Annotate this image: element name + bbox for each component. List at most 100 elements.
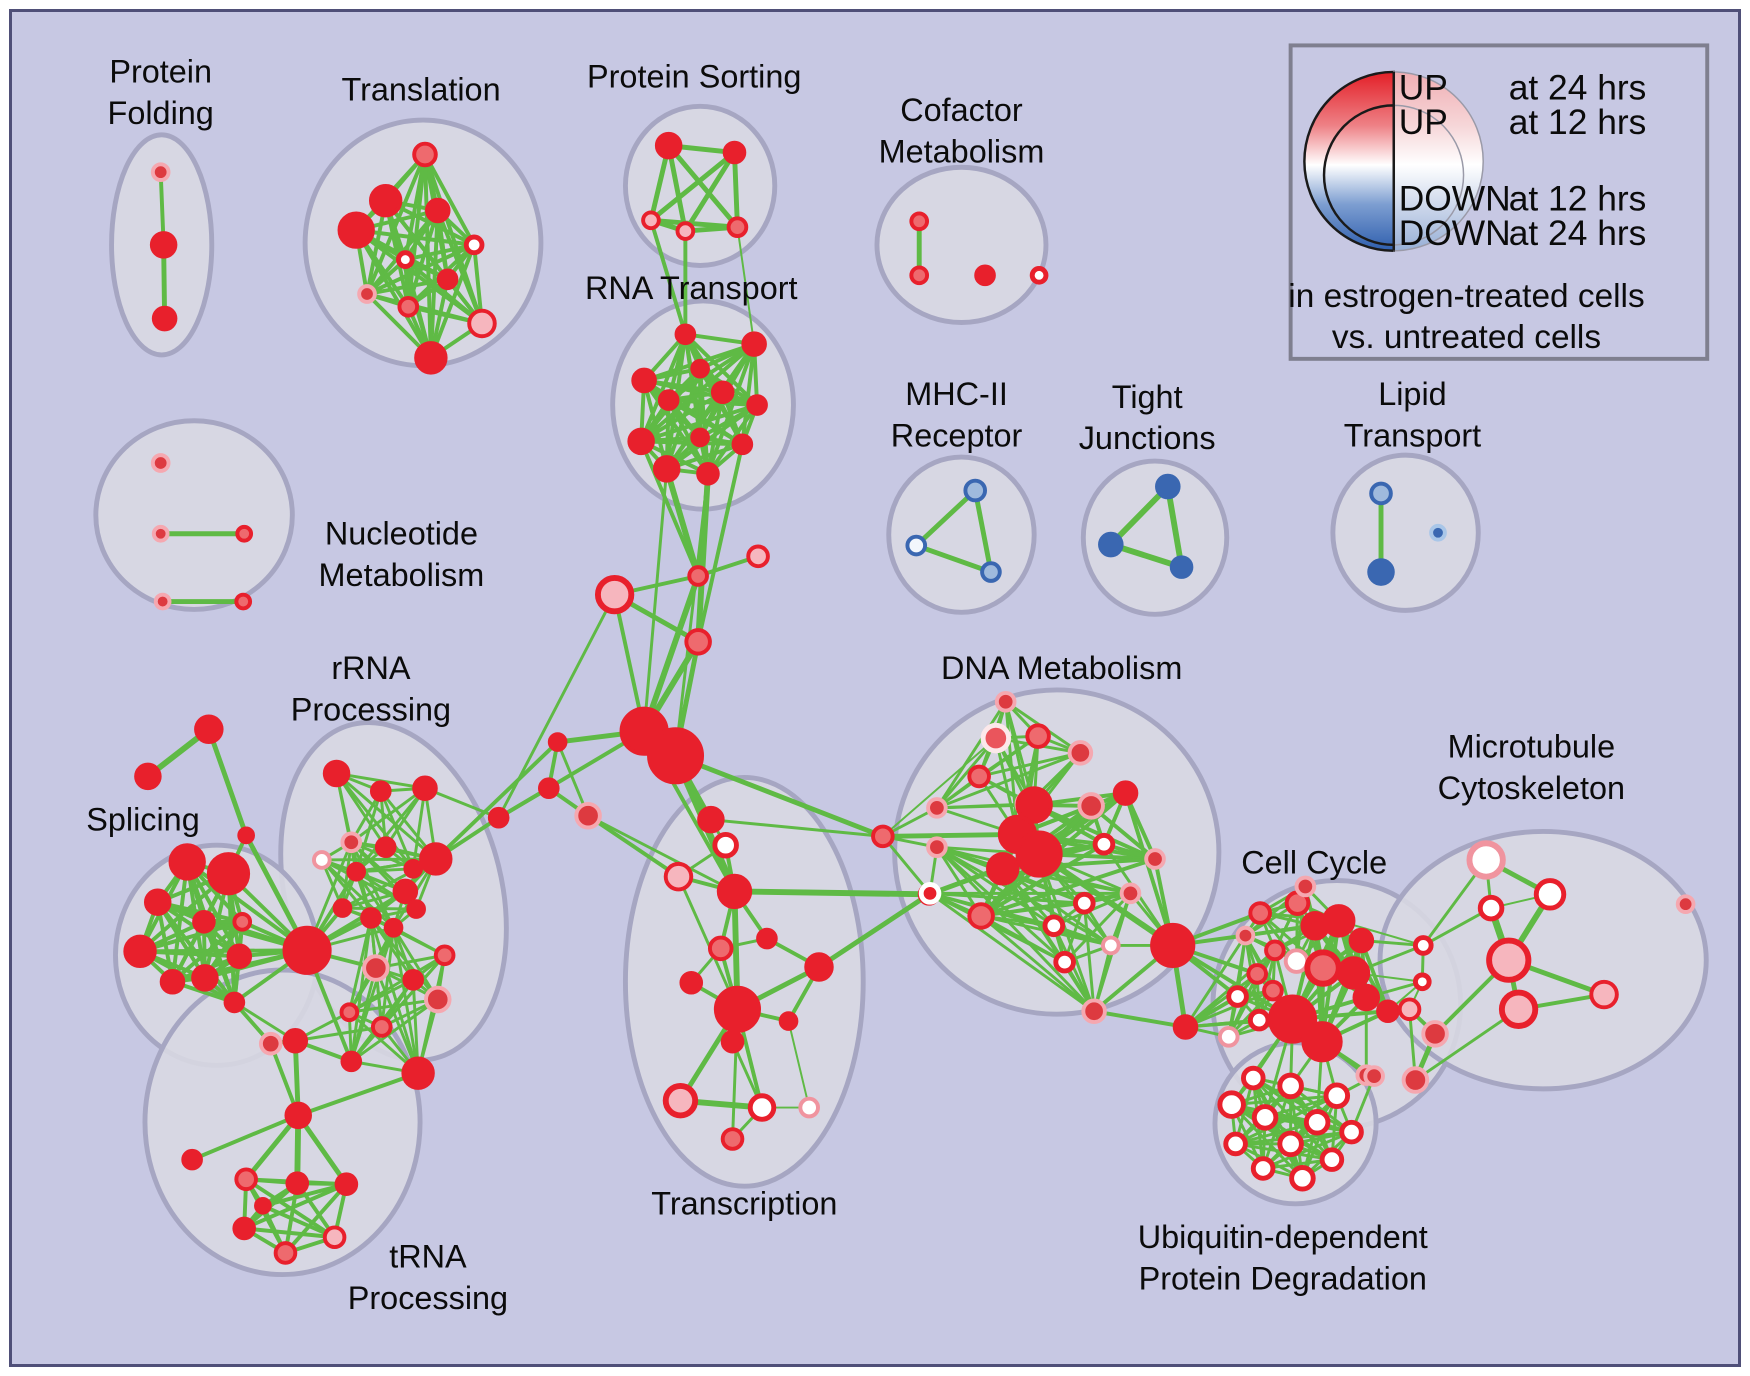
edge-tn4-tn7 bbox=[295, 1112, 349, 1187]
node-mt6 bbox=[1412, 972, 1432, 992]
node-dn13 bbox=[1144, 848, 1166, 870]
edge-tl1-tl8 bbox=[365, 152, 427, 296]
edge-sp1-sp7 bbox=[170, 859, 190, 984]
node-cc22 bbox=[1235, 925, 1256, 946]
edge-tx10-tx14 bbox=[787, 1020, 811, 1109]
node-sph bbox=[282, 925, 332, 975]
cluster-label-lipid-transport-1: Transport bbox=[1344, 417, 1481, 453]
node-k2 bbox=[746, 544, 770, 569]
node-mh1 bbox=[963, 478, 988, 503]
node-mt7 bbox=[1397, 997, 1422, 1022]
cluster-label-cell-cycle-0: Cell Cycle bbox=[1241, 845, 1387, 881]
edge-rr21-rr13 bbox=[392, 926, 420, 1075]
node-pf1 bbox=[150, 162, 171, 182]
edge-rr18-rr13 bbox=[392, 926, 440, 1001]
node-dn7 bbox=[1112, 780, 1139, 806]
node-cc21 bbox=[1294, 875, 1317, 898]
node-rr8 bbox=[346, 861, 367, 882]
edge-dn19-cc1 bbox=[1092, 1009, 1188, 1029]
legend-row-time: at 24 hrs bbox=[1509, 68, 1647, 107]
edge-m1-rr9 bbox=[433, 740, 560, 861]
edge-rt7-rt11 bbox=[664, 403, 760, 471]
edge-cn1-rr3 bbox=[423, 786, 501, 820]
edge-rr5-rr9 bbox=[320, 857, 438, 862]
node-rt5 bbox=[710, 380, 735, 405]
edge-tn7-tn8 bbox=[242, 1182, 349, 1231]
edge-ps2-ps3 bbox=[648, 150, 737, 223]
edge-db2-dn21 bbox=[1004, 700, 1019, 836]
edge-mh1-mh3 bbox=[972, 488, 994, 575]
edge-rt11-hub1 bbox=[642, 467, 669, 733]
edge-dn8-dn19 bbox=[935, 845, 1096, 1013]
edge-rt1-rt7 bbox=[683, 332, 760, 407]
edge-tn9-tn11 bbox=[260, 1203, 337, 1240]
node-sp6 bbox=[232, 912, 253, 932]
node-mh2 bbox=[905, 534, 928, 557]
node-rt6 bbox=[657, 389, 680, 411]
cluster-label-protein-folding-1: Folding bbox=[108, 95, 214, 131]
node-tn2 bbox=[282, 1027, 309, 1054]
cluster-label-trna-processing-0: tRNA bbox=[389, 1239, 467, 1275]
node-tl7 bbox=[436, 268, 459, 291]
node-cn1 bbox=[487, 806, 510, 829]
node-d0 bbox=[871, 824, 895, 849]
edge-tn4-tn3 bbox=[190, 1113, 301, 1162]
node-cf1 bbox=[909, 211, 930, 232]
node-rr11 bbox=[360, 907, 382, 929]
edge-ps5-rt2 bbox=[736, 226, 756, 346]
cluster-label-dna-metabolism-0: DNA Metabolism bbox=[941, 650, 1182, 686]
node-tl3 bbox=[424, 197, 451, 224]
network-figure: Protein Folding Translation Protein Sorting… bbox=[86, 43, 1710, 1316]
node-m3 bbox=[574, 801, 602, 830]
edge-dn11-dn14 bbox=[1001, 867, 1132, 895]
node-tx7 bbox=[679, 970, 704, 995]
node-pf3 bbox=[151, 305, 178, 332]
node-rt12 bbox=[696, 462, 720, 486]
edge-dn9-dn15 bbox=[928, 891, 1086, 905]
node-nm2 bbox=[151, 524, 170, 543]
node-mt5 bbox=[1486, 937, 1532, 983]
node-tl2 bbox=[368, 183, 403, 218]
edge-dn9-dn18 bbox=[928, 891, 1113, 947]
node-ps3 bbox=[641, 210, 661, 231]
node-cc7 bbox=[1264, 939, 1286, 962]
node-cf3 bbox=[974, 264, 996, 287]
node-ps1 bbox=[654, 131, 683, 160]
node-cc11 bbox=[1262, 979, 1284, 1002]
edge-dn8-dn18 bbox=[935, 845, 1113, 947]
edge-rr19-tn2 bbox=[293, 1025, 384, 1043]
cluster-label-rrna-processing-0: rRNA bbox=[331, 650, 411, 686]
node-cc9 bbox=[1304, 949, 1342, 987]
node-cc2 bbox=[1248, 901, 1272, 925]
node-ub2 bbox=[1277, 1072, 1304, 1100]
node-ps5 bbox=[726, 216, 749, 238]
node-ub3 bbox=[1323, 1082, 1351, 1110]
node-rt8 bbox=[627, 427, 655, 456]
edge-rr21-rr11 bbox=[369, 916, 420, 1075]
edge-ps1-ps4 bbox=[666, 143, 688, 234]
edge-tx4-dw bbox=[731, 888, 932, 898]
node-ub7 bbox=[1339, 1119, 1364, 1145]
cluster-label-mhc-ii-receptor-0: MHC-II bbox=[905, 376, 1008, 412]
node-dn20 bbox=[1053, 950, 1076, 974]
edge-rr13-rr4 bbox=[349, 840, 396, 930]
legend-row-level: UP bbox=[1399, 68, 1448, 107]
node-pf2 bbox=[149, 231, 178, 259]
node-tl4 bbox=[337, 211, 375, 249]
cluster-nucleotide-metabolism bbox=[93, 418, 295, 612]
node-tn3 bbox=[181, 1148, 203, 1171]
node-ub11 bbox=[1250, 1156, 1276, 1181]
node-rr7 bbox=[403, 858, 424, 879]
node-tl1 bbox=[412, 141, 438, 168]
edge-rr12-rr4 bbox=[340, 840, 353, 910]
node-dn16 bbox=[1042, 914, 1066, 938]
node-rt7 bbox=[746, 394, 768, 416]
edge-tn7-tn10 bbox=[283, 1182, 349, 1255]
node-tx2 bbox=[712, 831, 739, 859]
edge-mh1-mh2 bbox=[913, 488, 978, 548]
node-cc8 bbox=[1283, 948, 1310, 974]
edge-dn10-dn19 bbox=[979, 914, 1096, 1013]
node-mt2 bbox=[1533, 878, 1567, 911]
node-cc5 bbox=[1322, 904, 1356, 938]
node-dn10 bbox=[967, 902, 995, 930]
